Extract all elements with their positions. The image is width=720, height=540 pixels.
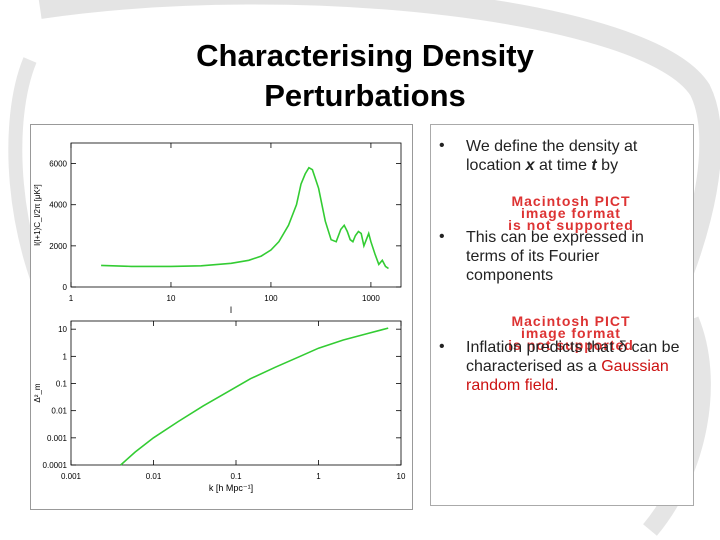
bullet-marker-2: • (439, 228, 445, 245)
plot-frame-2 (70, 320, 402, 466)
pict-2-line2: image format (521, 325, 621, 341)
x-axis-label-2: k [h Mpc⁻¹] (209, 483, 253, 493)
y-axis-label-1: l(l+1)C_l/2π [μK²] (33, 184, 42, 245)
bullet-1-post: by (596, 157, 619, 174)
pict-1-line2: image format (521, 205, 621, 221)
y-tick-label-2-2: 0.01 (51, 407, 67, 416)
y-tick-label-2-3: 0.1 (56, 380, 68, 389)
bullet-text-2: This can be expressed in terms of its Fo… (466, 229, 644, 284)
pict-placeholder-1: Macintosh PICT image format is not suppo… (479, 193, 663, 233)
bullet-marker-3: • (439, 338, 445, 355)
slide-title-line2: Perturbations (264, 78, 466, 113)
y-tick-label-1-3: 6000 (49, 160, 67, 169)
y-tick-label-1-1: 2000 (49, 242, 67, 251)
bullet-text-1: We define the density at location x at t… (466, 137, 686, 175)
x-tick-label-2-1: 0.01 (146, 472, 162, 481)
y-tick-label-1-0: 0 (63, 283, 68, 292)
bullet-textbox: • We define the density at location x at… (430, 124, 694, 506)
bullet-1-var-x: x (525, 157, 535, 174)
x-tick-label-2-4: 10 (397, 472, 406, 481)
bullet-1-mid: at time (534, 157, 592, 174)
x-tick-label-1-1: 10 (167, 294, 176, 303)
x-tick-label-1-0: 1 (69, 294, 74, 303)
charts-svg: 1 10 100 1000 0 2000 4000 6000 l l(l+1)C_l/2π [μK… (33, 142, 406, 493)
pict-2-line3: is not supported (508, 337, 634, 353)
series-line-2 (120, 327, 389, 466)
x-tick-label-2-2: 0.1 (230, 472, 242, 481)
x-axis-label-1: l (230, 305, 232, 315)
pict-1-line3: is not supported (508, 217, 634, 233)
x-tick-label-1-2: 100 (264, 294, 278, 303)
bullet-3-post: . (554, 377, 559, 394)
gaussian-random-field-link[interactable]: Gaussian random field (466, 358, 669, 394)
series-line-1 (101, 166, 389, 270)
pict-1-line1: Macintosh PICT (511, 193, 631, 209)
y-axis-label-2: Δ²_m (33, 383, 42, 402)
y-tick-label-2-4: 1 (63, 352, 68, 361)
bullet-3-pre: Inflation predicts that δ can be charact… (466, 339, 680, 375)
plot-frame-1 (70, 142, 402, 288)
y-tick-label-2-0: 0.0001 (43, 461, 68, 470)
x-tick-label-1-3: 1000 (362, 294, 380, 303)
bullet-1-pre: We define the density at location (466, 138, 638, 174)
x-tick-label-2-3: 1 (316, 472, 321, 481)
plots-panel: 1 10 100 1000 0 2000 4000 6000 l l(l+1)C_l/2π [μK… (30, 124, 413, 510)
bullet-marker-1: • (439, 137, 445, 154)
y-tick-label-1-2: 4000 (49, 201, 67, 210)
bullet-1-var-t: t (591, 157, 597, 174)
pict-2-line1: Macintosh PICT (511, 313, 631, 329)
y-tick-label-2-1: 0.001 (47, 434, 68, 443)
y-tick-label-2-5: 10 (58, 325, 67, 334)
pict-placeholder-2: Macintosh PICT image format is not suppo… (479, 313, 663, 353)
bullet-text-3: Inflation predicts that δ can be charact… (466, 338, 686, 395)
x-tick-label-2-0: 0.001 (61, 472, 82, 481)
slide-title: Characterising Density Perturbations (0, 36, 720, 116)
slide-title-line1: Characterising Density (196, 38, 534, 73)
